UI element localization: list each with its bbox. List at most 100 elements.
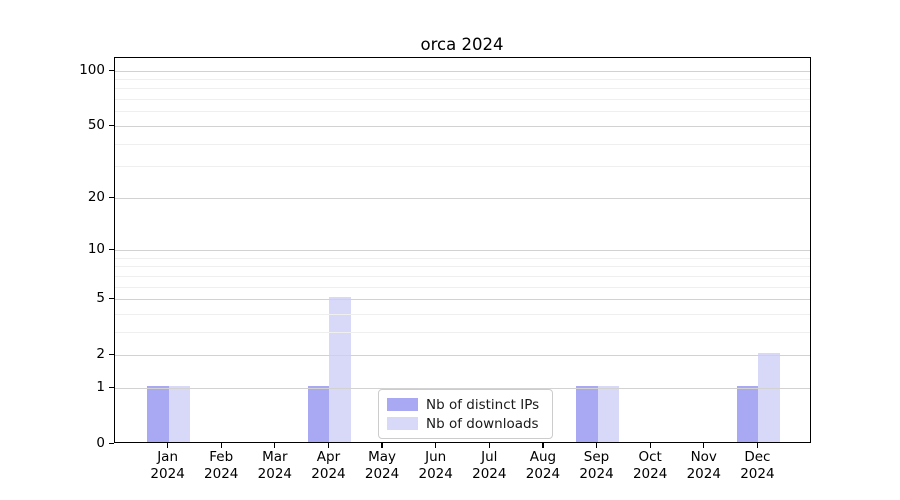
x-tick-label: Jan 2024 [136,449,200,482]
major-gridline [115,299,810,301]
x-tick-mark [488,443,490,448]
y-tick-label: 5 [96,290,105,307]
x-tick-mark [756,443,758,448]
x-tick-year: 2024 [418,465,453,482]
minor-gridline [115,275,810,277]
x-tick-label: Nov 2024 [672,449,736,482]
bar [308,385,330,442]
x-tick-mark [327,443,330,448]
x-tick-month: Sep [583,449,610,465]
y-tick-label: 2 [96,346,105,363]
y-tick-mark [109,354,114,356]
x-tick-month: Nov [690,449,717,465]
minor-gridline [115,166,810,168]
x-tick-mark [542,443,544,448]
major-gridline [115,355,810,357]
x-tick-year: 2024 [579,465,614,482]
x-tick-month: May [368,449,397,465]
bar [168,385,190,442]
chart-title: orca 2024 [420,35,504,54]
x-tick-label: Apr 2024 [296,449,360,482]
x-tick-label: Sep 2024 [565,449,629,482]
x-tick-year: 2024 [204,465,239,482]
x-tick-mark [381,443,383,448]
x-tick-year: 2024 [311,465,346,482]
x-tick-year: 2024 [472,465,507,482]
x-tick-year: 2024 [686,465,721,482]
minor-gridline [115,257,810,259]
x-tick-year: 2024 [525,465,561,482]
bar [147,385,169,442]
bar [758,353,780,442]
minor-gridline [115,313,810,315]
x-tick-mark [595,443,598,448]
major-gridline [115,125,810,127]
major-gridline [115,70,810,72]
bar [736,385,759,442]
x-tick-year: 2024 [257,465,293,482]
x-tick-label: Aug 2024 [511,449,575,482]
x-tick-month: Jan [157,449,179,465]
y-tick-mark [109,69,114,71]
y-tick-mark [109,443,114,445]
legend: Nb of distinct IPs Nb of downloads [378,389,553,439]
y-tick-label: 50 [87,116,105,133]
x-tick-month: Aug [529,449,557,465]
y-tick-label: 20 [87,188,105,205]
y-tick-mark [109,386,114,389]
x-tick-month: Oct [638,449,662,465]
legend-label: Nb of distinct IPs [426,396,540,413]
minor-gridline [115,88,810,90]
y-tick-mark [109,196,114,198]
y-tick-mark [109,298,114,300]
minor-gridline [115,79,810,81]
x-tick-label: Oct 2024 [618,449,682,482]
plot-area [114,57,811,443]
x-tick-month: Apr [316,449,341,465]
legend-item: Nb of distinct IPs [387,395,544,414]
x-tick-month: Mar [262,449,288,465]
y-tick-mark [109,124,114,127]
x-tick-label: May 2024 [350,449,414,482]
legend-swatch [387,417,418,430]
x-tick-year: 2024 [632,465,668,482]
x-tick-mark [703,443,705,448]
x-tick-label: Dec 2024 [725,449,789,482]
y-tick-label: 1 [96,378,105,395]
y-tick-label: 100 [79,61,105,78]
x-tick-label: Feb 2024 [189,449,253,482]
x-tick-month: Feb [209,449,234,465]
minor-gridline [115,111,810,113]
bar [576,385,598,442]
x-tick-year: 2024 [740,465,775,482]
x-tick-label: Mar 2024 [243,449,307,482]
major-gridline [115,249,810,251]
y-tick-label: 0 [96,435,105,451]
legend-item: Nb of downloads [387,414,544,433]
minor-gridline [115,266,810,268]
x-tick-label: Jun 2024 [404,449,468,482]
y-tick-label: 10 [87,240,105,257]
x-tick-mark [220,443,222,448]
x-tick-mark [435,443,437,448]
x-tick-mark [167,443,169,448]
x-tick-year: 2024 [364,465,400,482]
minor-gridline [115,331,810,333]
major-gridline [115,197,810,199]
bar [329,297,351,442]
legend-label: Nb of downloads [426,415,539,432]
x-tick-label: Jul 2024 [457,449,521,482]
legend-swatch [387,398,418,411]
minor-gridline [115,143,810,145]
minor-gridline [115,99,810,101]
x-tick-year: 2024 [150,465,185,482]
major-gridline [115,387,810,389]
x-tick-mark [274,443,276,448]
x-tick-month: Jun [425,449,447,465]
x-tick-mark [649,443,651,448]
y-tick-mark [109,248,114,251]
x-tick-month: Jul [481,449,498,465]
minor-gridline [115,286,810,288]
x-tick-month: Dec [744,449,771,465]
